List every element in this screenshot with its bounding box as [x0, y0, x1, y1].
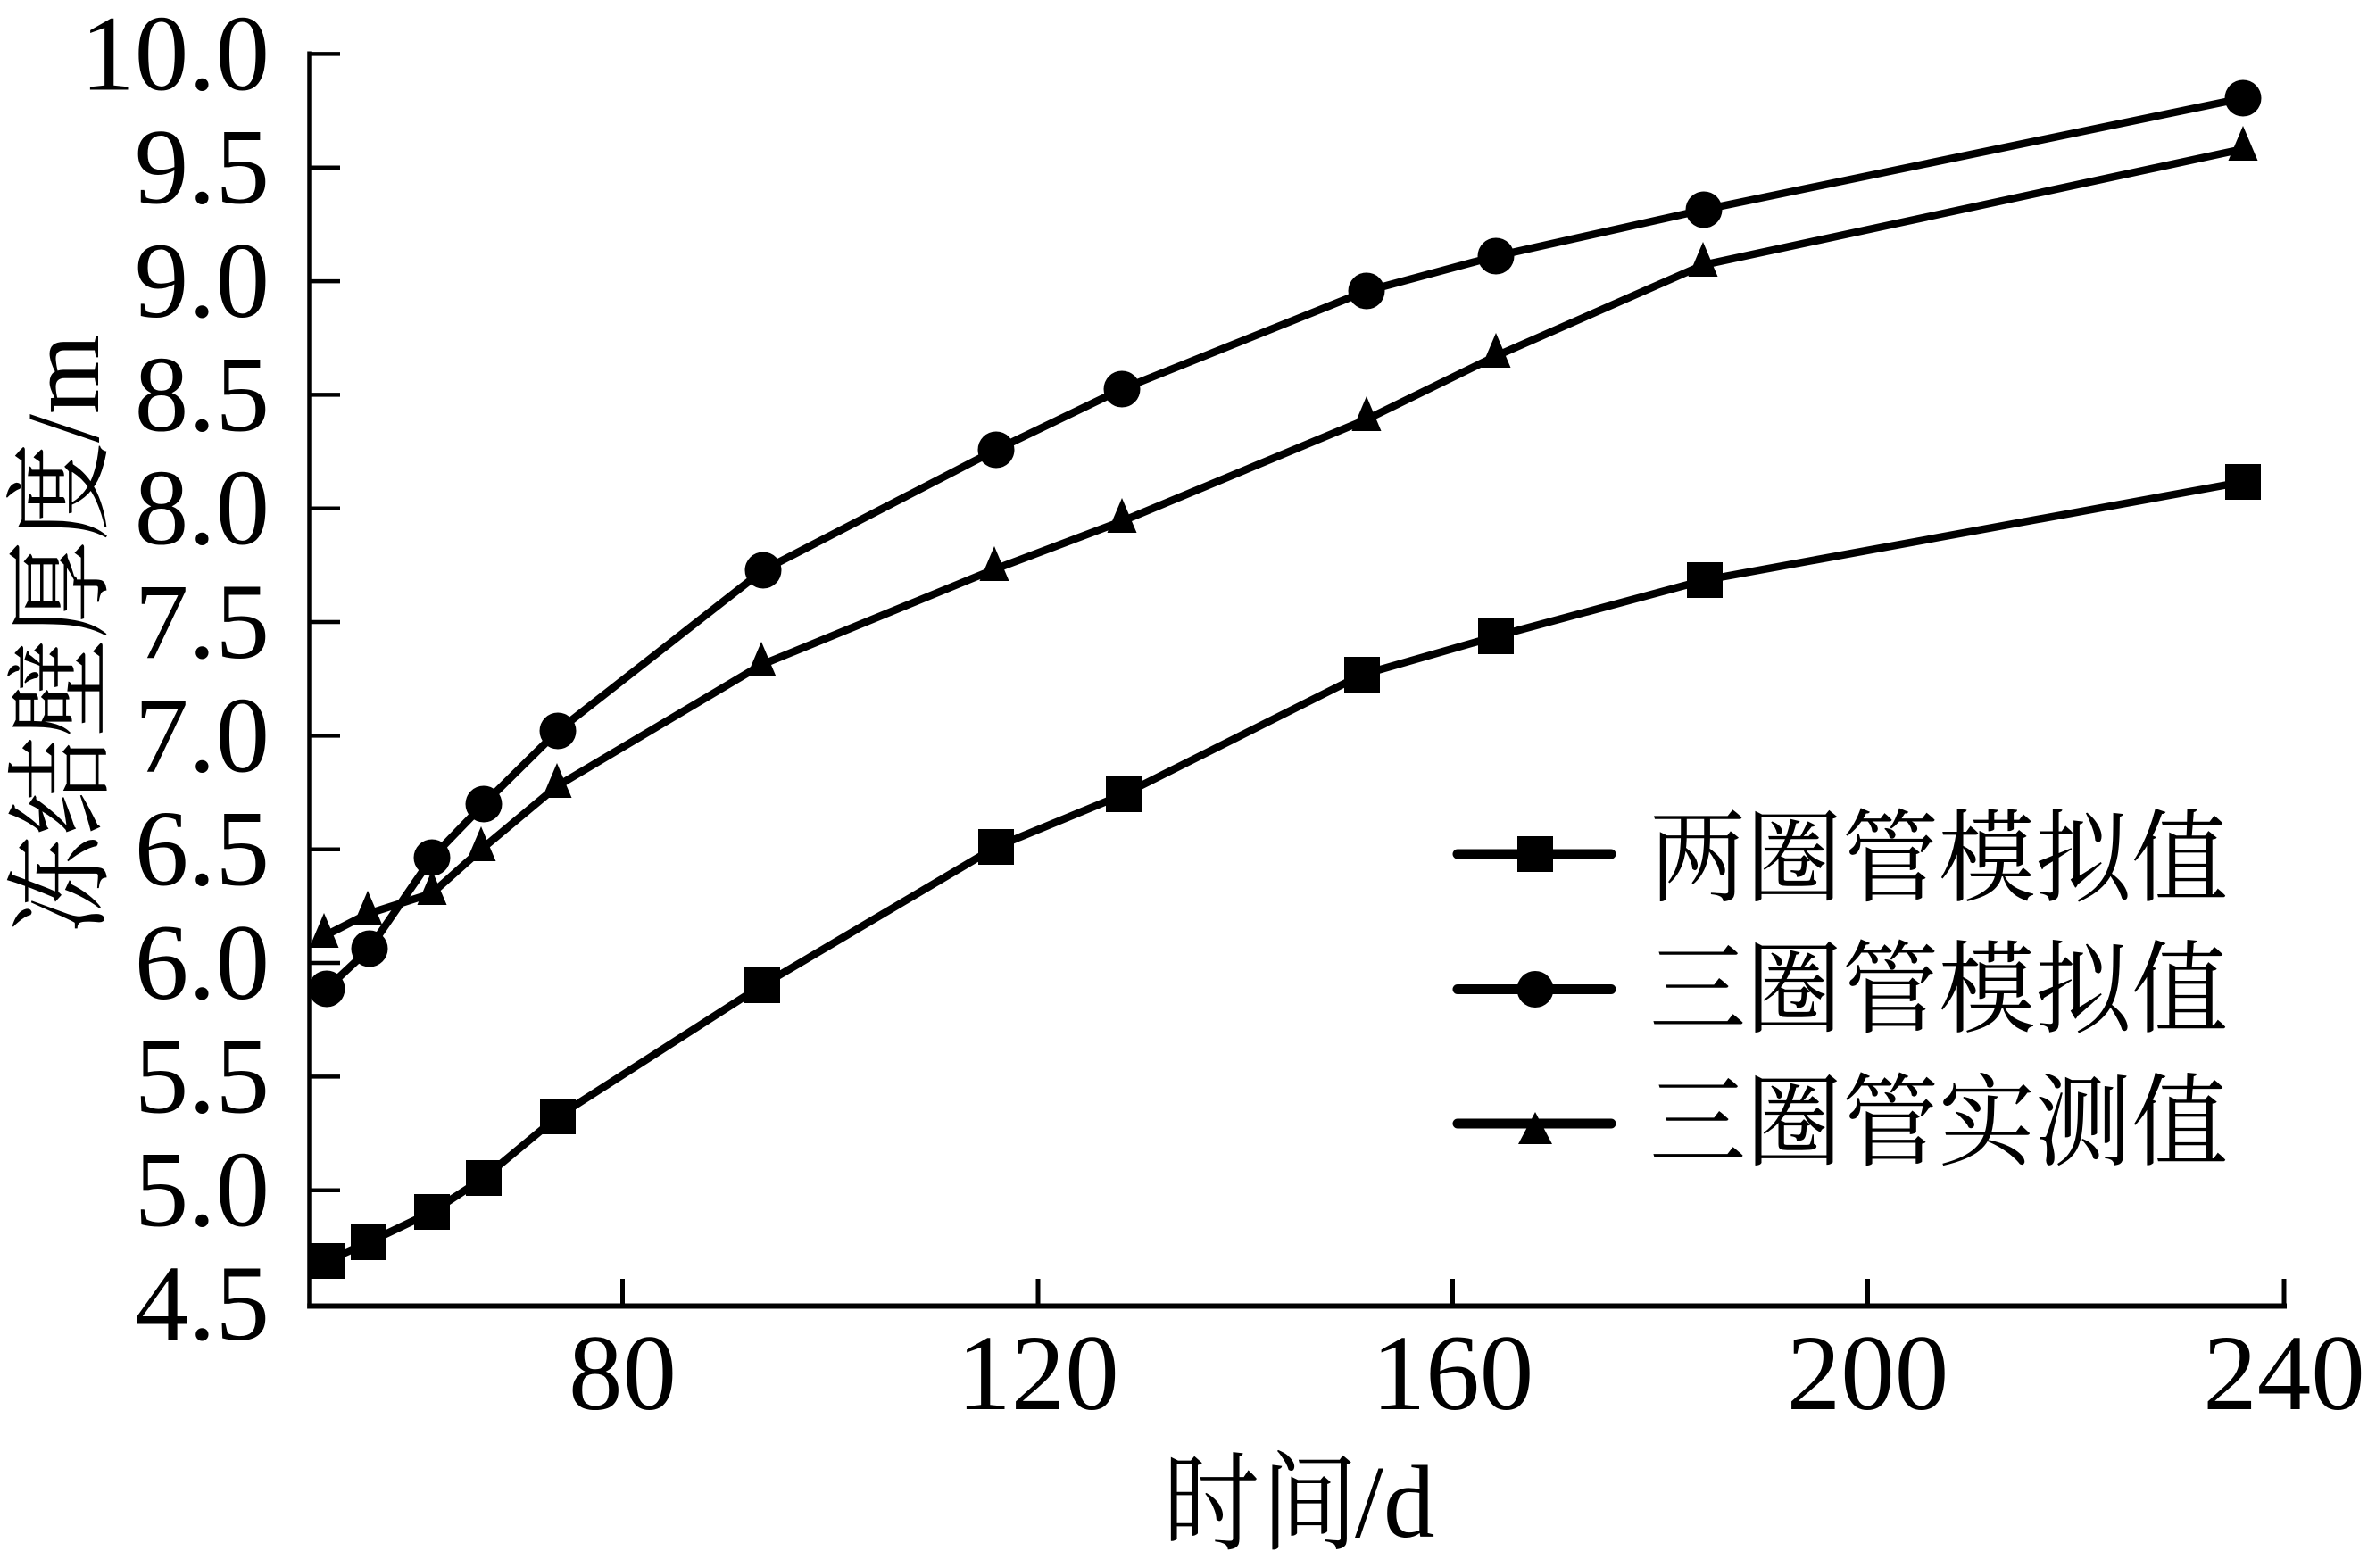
svg-text:10.0: 10.0: [80, 0, 270, 113]
svg-text:8.5: 8.5: [135, 335, 270, 454]
svg-text:6.5: 6.5: [135, 790, 270, 909]
svg-text:80: 80: [569, 1314, 677, 1433]
svg-text:6.0: 6.0: [135, 903, 270, 1023]
svg-text:/d: /d: [1355, 1446, 1434, 1559]
svg-text:9.0: 9.0: [135, 221, 270, 341]
svg-text:7.5: 7.5: [135, 562, 270, 682]
svg-text:9.5: 9.5: [135, 108, 270, 228]
svg-text:120: 120: [957, 1314, 1119, 1433]
svg-text:/m: /m: [7, 335, 120, 443]
svg-text:5.5: 5.5: [135, 1016, 270, 1136]
svg-text:4.5: 4.5: [135, 1244, 270, 1364]
svg-text:5.0: 5.0: [135, 1131, 270, 1250]
svg-text:160: 160: [1372, 1314, 1534, 1433]
svg-text:7.0: 7.0: [135, 676, 270, 795]
svg-text:240: 240: [2203, 1314, 2365, 1433]
svg-text:8.0: 8.0: [135, 449, 270, 568]
svg-text:200: 200: [1787, 1314, 1949, 1433]
